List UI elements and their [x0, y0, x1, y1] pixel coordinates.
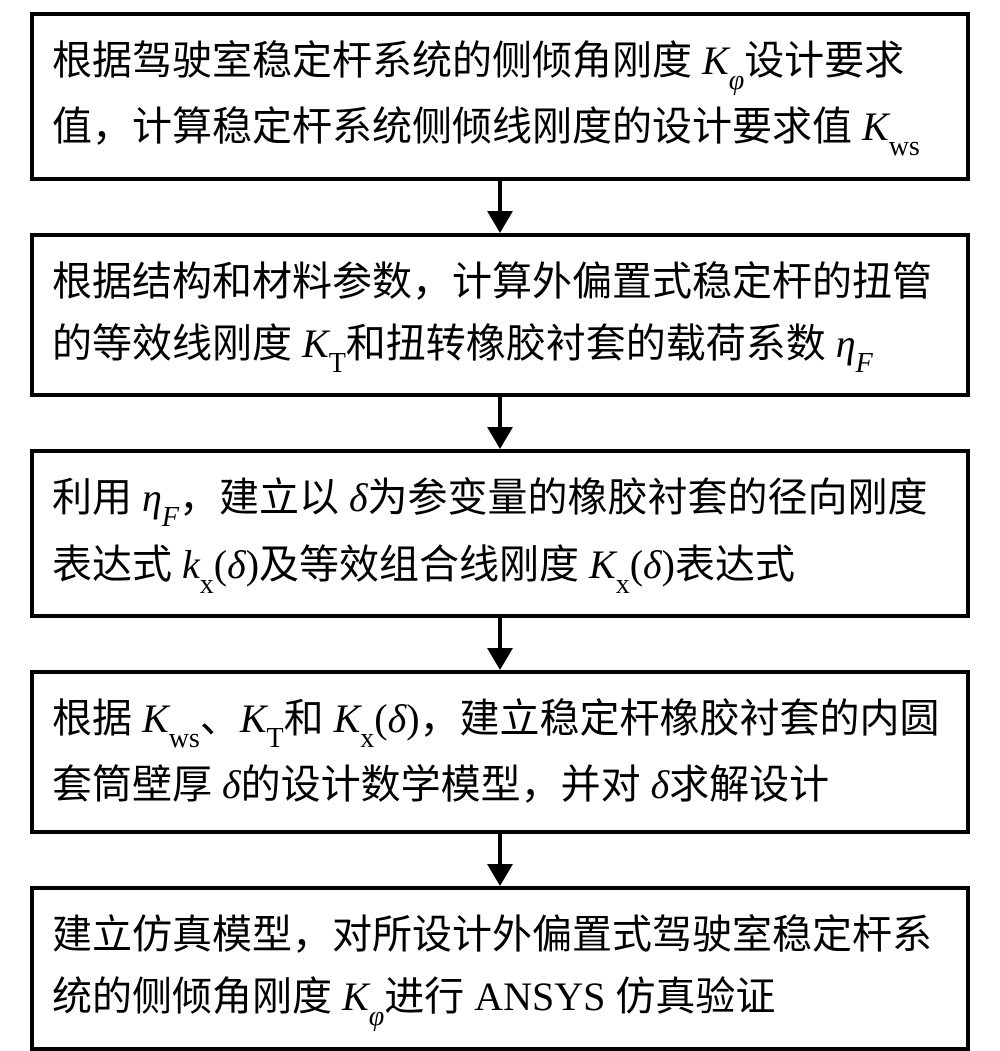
flow-step-2: 根据结构和材料参数，计算外偏置式稳定杆的扭管 的等效线刚度 KT和扭转橡胶衬套的…	[30, 233, 970, 397]
step1-line2: 值，计算稳定杆系统侧倾线刚度的设计要求值 Kws	[52, 96, 948, 162]
arrow-4-5	[487, 834, 513, 886]
flow-step-4: 根据 Kws、KT和 Kx(δ)，建立稳定杆橡胶衬套的内圆 套筒壁厚 δ的设计数…	[30, 670, 970, 834]
step1-line1: 根据驾驶室稳定杆系统的侧倾角刚度 Kφ设计要求	[52, 30, 948, 96]
flow-step-5: 建立仿真模型，对所设计外偏置式驾驶室稳定杆系 统的侧倾角刚度 Kφ进行 ANSY…	[30, 886, 970, 1050]
step4-line1: 根据 Kws、KT和 Kx(δ)，建立稳定杆橡胶衬套的内圆	[52, 688, 948, 754]
arrow-3-4	[487, 618, 513, 670]
step2-line2: 的等效线刚度 KT和扭转橡胶衬套的载荷系数 ηF	[52, 313, 948, 379]
arrow-1-2	[487, 181, 513, 233]
step5-line2: 统的侧倾角刚度 Kφ进行 ANSYS 仿真验证	[52, 966, 948, 1032]
step5-line1: 建立仿真模型，对所设计外偏置式驾驶室稳定杆系	[52, 904, 948, 966]
step2-line1: 根据结构和材料参数，计算外偏置式稳定杆的扭管	[52, 251, 948, 313]
flow-step-1: 根据驾驶室稳定杆系统的侧倾角刚度 Kφ设计要求 值，计算稳定杆系统侧倾线刚度的设…	[30, 12, 970, 181]
step4-line2: 套筒壁厚 δ的设计数学模型，并对 δ求解设计	[52, 754, 948, 816]
flow-step-3: 利用 ηF，建立以 δ为参变量的橡胶衬套的径向刚度 表达式 kx(δ)及等效组合…	[30, 449, 970, 618]
step3-line2: 表达式 kx(δ)及等效组合线刚度 Kx(δ)表达式	[52, 534, 948, 600]
flowchart-container: 根据驾驶室稳定杆系统的侧倾角刚度 Kφ设计要求 值，计算稳定杆系统侧倾线刚度的设…	[0, 0, 1000, 1051]
arrow-2-3	[487, 397, 513, 449]
step3-line1: 利用 ηF，建立以 δ为参变量的橡胶衬套的径向刚度	[52, 467, 948, 533]
